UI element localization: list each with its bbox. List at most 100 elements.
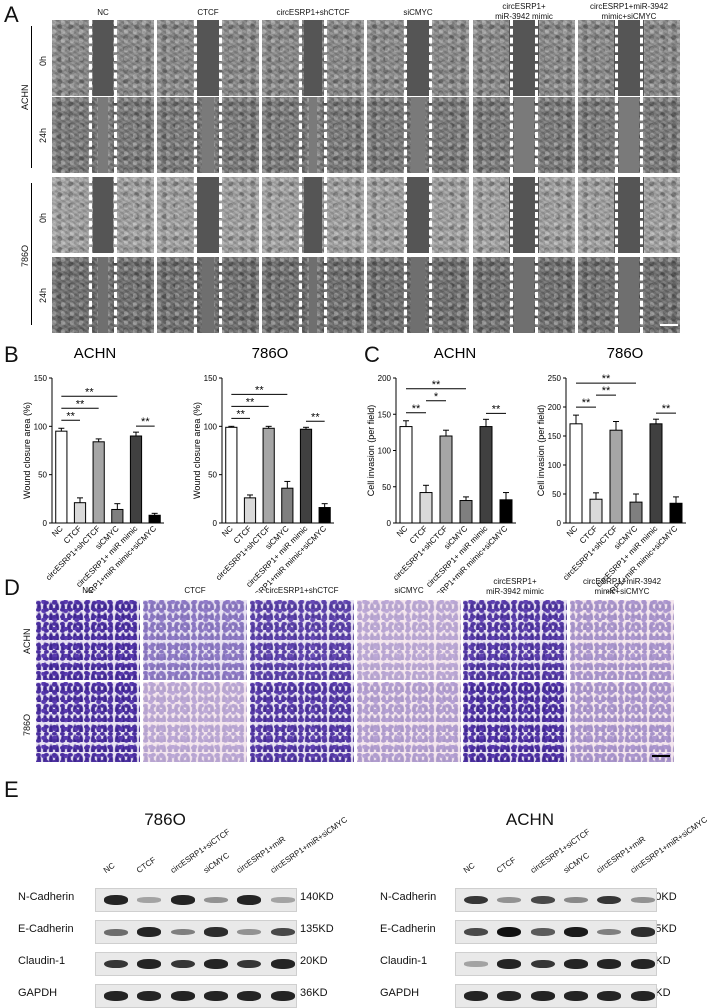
wound-edge-line (299, 177, 302, 253)
scratch-gap (509, 20, 539, 96)
transwell-image (143, 682, 247, 762)
transwell-column-label-1: CTCF (184, 586, 206, 595)
bar-4 (129, 435, 143, 524)
protein-band (204, 897, 228, 903)
column-label-3: siCMYC (403, 8, 433, 17)
significance-mark: ** (662, 403, 671, 415)
significance-mark: ** (582, 397, 591, 409)
lane-label: NC (461, 860, 477, 875)
bar-2 (92, 441, 105, 524)
y-tick-label: 0 (387, 519, 392, 528)
protein-band (530, 959, 555, 969)
column-label-5: circESRP1+miR-3942 mimic+siCMYC (589, 2, 669, 21)
protein-band (464, 927, 488, 937)
wound-edge-line (615, 20, 618, 96)
stained-cells (463, 600, 567, 680)
wound-edge-line (429, 20, 432, 96)
wound-edge-line (194, 97, 197, 173)
wound-edge-line (640, 97, 643, 173)
scratch-image (262, 257, 364, 333)
y-tick-label: 100 (548, 461, 562, 470)
size-label: 140KD (300, 891, 334, 903)
blot-strip (455, 888, 657, 912)
protein-band (270, 927, 295, 937)
column-label-4: circESRP1+ miR-3942 mimic (495, 2, 553, 21)
y-tick-label: 150 (204, 374, 218, 383)
wound-edge-line (324, 20, 327, 96)
protein-label: E-Cadherin (380, 923, 436, 935)
bracket-line (31, 26, 32, 168)
transwell-column-label-4: circESRP1+ miR-3942 mimic (486, 577, 544, 596)
wound-edge-line (114, 257, 117, 333)
wound-edge-line (615, 257, 618, 333)
scratch-gap (197, 177, 219, 253)
blot-strip (95, 984, 297, 1008)
scratch-image (473, 257, 575, 333)
scratch-gap (406, 20, 430, 96)
y-tick-label: 50 (382, 483, 391, 492)
protein-band (237, 959, 262, 969)
bar-5 (148, 514, 161, 524)
wound-edge-line (404, 20, 407, 96)
protein-band (204, 927, 228, 937)
transwell-column-label-3: siCMYC (394, 586, 424, 595)
protein-band (497, 897, 522, 903)
timepoint-label: 0h (38, 55, 48, 66)
wound-edge-line (219, 177, 222, 253)
significance-mark: ** (236, 408, 245, 420)
scratch-image (52, 257, 154, 333)
stained-cells (250, 682, 354, 762)
protein-label: Claudin-1 (18, 955, 66, 967)
protein-label: Claudin-1 (380, 955, 428, 967)
blot-title-0: 786O (144, 810, 186, 829)
scratch-image (367, 257, 469, 333)
chart-title: 786O (607, 348, 644, 362)
scratch-gap (202, 257, 214, 333)
wound-edge-line (89, 20, 92, 96)
scratch-gap (509, 177, 539, 253)
stained-cells (143, 682, 247, 762)
wound-edge-line (404, 97, 407, 173)
blot-strip (95, 920, 297, 944)
bar-0 (569, 423, 583, 524)
scratch-image (157, 177, 259, 253)
wound-edge-line (429, 257, 432, 333)
chart-title: 786O (252, 348, 289, 362)
bracket-line (31, 183, 32, 325)
scratch-image (52, 177, 154, 253)
scratch-gap (614, 20, 644, 96)
bar-1 (73, 502, 87, 524)
scratch-gap (304, 20, 322, 96)
transwell-image (143, 600, 247, 680)
stained-cells (250, 600, 354, 680)
cell-line-label: 786O (20, 244, 30, 267)
blot-strip (95, 888, 297, 912)
wound-edge-line (640, 177, 643, 253)
y-tick-label: 0 (213, 519, 218, 528)
wound-edge-line (219, 257, 222, 333)
protein-band (204, 959, 228, 969)
y-tick-label: 200 (548, 403, 562, 412)
protein-band (137, 991, 162, 1001)
bar-2 (609, 429, 623, 524)
timepoint-label: 0h (38, 212, 48, 223)
protein-band (464, 895, 488, 905)
scratch-image (367, 97, 469, 173)
protein-band (270, 991, 295, 1001)
scratch-image (367, 177, 469, 253)
y-axis-label: Cell invasion (per field) (536, 405, 546, 497)
bar-5 (318, 507, 331, 524)
significance-mark: ** (412, 403, 421, 415)
protein-band (530, 895, 555, 905)
wound-edge-line (535, 97, 538, 173)
y-tick-label: 0 (557, 519, 562, 528)
wound-edge-line (89, 177, 92, 253)
protein-band (597, 928, 622, 936)
protein-band (497, 927, 522, 937)
bar-1 (419, 492, 433, 524)
category-label: NC (565, 524, 580, 539)
protein-band (464, 961, 488, 967)
transwell-column-label-5: circESRP1+miR-3942 mimic+siCMYC (582, 577, 662, 596)
scratch-image (578, 177, 680, 253)
y-tick-label: 100 (204, 422, 218, 431)
